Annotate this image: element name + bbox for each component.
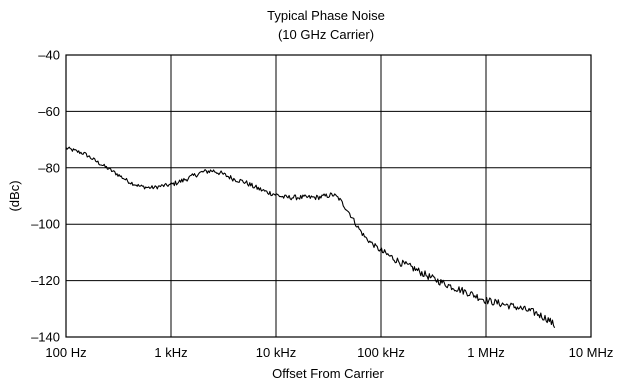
y-axis: –40 –60 –80 –100 –120 –140: [31, 48, 60, 345]
x-tick-label: 10 kHz: [256, 345, 296, 360]
y-tick-label: –80: [38, 160, 60, 175]
x-axis-title: Offset From Carrier: [272, 366, 384, 381]
series-layer: [65, 146, 556, 329]
x-tick-label: 10 MHz: [569, 345, 614, 360]
y-tick-label: –60: [38, 104, 60, 119]
y-tick-label: –40: [38, 48, 60, 63]
y-tick-label: –100: [31, 217, 60, 232]
plot-frame: [65, 54, 592, 338]
x-tick-label: 100 kHz: [357, 345, 405, 360]
y-tick-label: –120: [31, 273, 60, 288]
y-tick-label: –140: [31, 330, 60, 345]
chart-title: Typical Phase Noise: [267, 8, 385, 23]
x-tick-label: 1 kHz: [154, 345, 187, 360]
y-axis-title: (dBc): [7, 180, 22, 211]
x-tick-label: 1 MHz: [467, 345, 505, 360]
x-tick-label: 100 Hz: [45, 345, 86, 360]
x-axis: 100 Hz 1 kHz 10 kHz 100 kHz 1 MHz 10 MHz: [45, 345, 613, 360]
chart-subtitle: (10 GHz Carrier): [278, 27, 374, 42]
phase-noise-trace: [65, 146, 556, 329]
grid: [65, 54, 592, 338]
